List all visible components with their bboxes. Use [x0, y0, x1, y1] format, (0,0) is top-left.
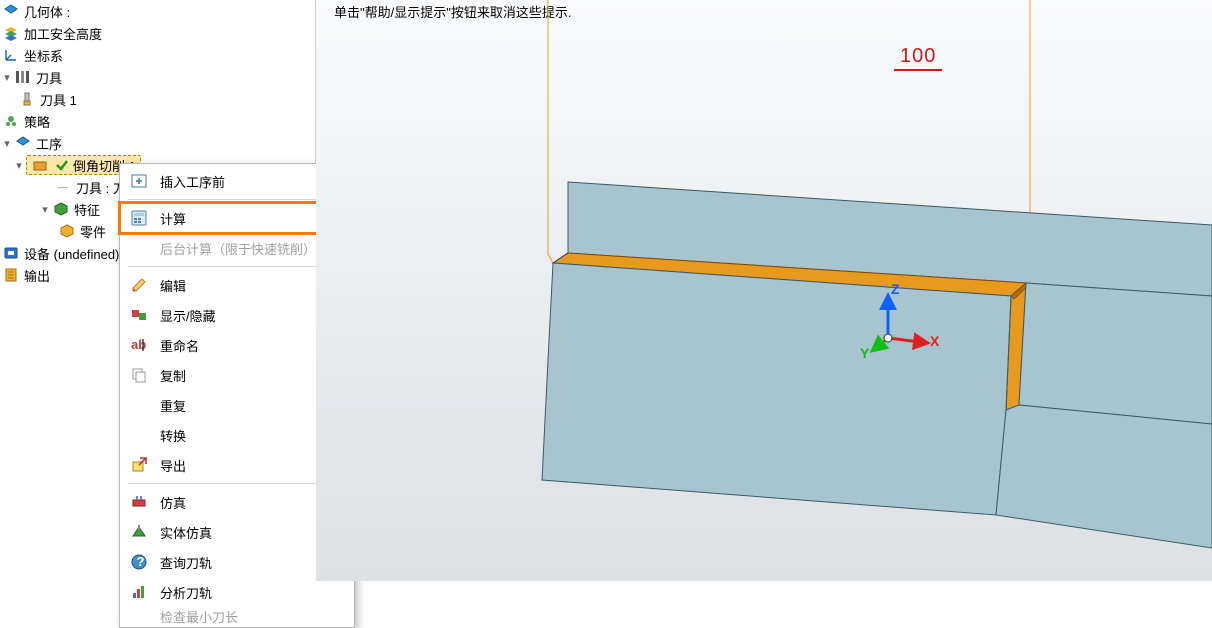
blank-icon: [128, 237, 150, 259]
menu-separator: [128, 199, 346, 200]
tree-tools[interactable]: ▾ 刀具: [0, 66, 315, 88]
svg-text:ab: ab: [131, 337, 146, 352]
csys-icon: [2, 46, 20, 64]
rename-icon: ab: [128, 334, 150, 356]
tree-strategy[interactable]: 策略: [0, 110, 315, 132]
tree-label: 刀具 1: [40, 90, 77, 109]
analyze-icon: [128, 581, 150, 603]
tree-label: 策略: [24, 112, 50, 131]
ctx-label: 查询刀轨: [160, 553, 212, 572]
part-icon: [58, 222, 76, 240]
export-icon: [128, 454, 150, 476]
tree-tool-1[interactable]: 刀具 1: [0, 88, 315, 110]
tree-csys[interactable]: 坐标系: [0, 44, 315, 66]
ctx-label: 显示/隐藏: [160, 306, 216, 325]
collapse-icon[interactable]: ▾: [12, 159, 26, 172]
collapse-icon[interactable]: ▾: [0, 71, 14, 84]
ctx-label: 实体仿真: [160, 523, 212, 542]
op-icon: [31, 156, 49, 174]
solid-sim-icon: [128, 521, 150, 543]
ctx-label: 转换: [160, 426, 186, 445]
ctx-label: 检查最小刀长: [160, 607, 238, 625]
tree-label: 零件: [80, 222, 106, 241]
ctx-label: 计算: [160, 209, 186, 228]
viewport-3d[interactable]: 单击"帮助/显示提示"按钮来取消这些提示. 100: [316, 0, 1212, 581]
ctx-label: 编辑: [160, 276, 186, 295]
device-icon: [2, 244, 20, 262]
tree-label: 设备 (undefined): [24, 244, 119, 263]
operations-icon: [14, 134, 32, 152]
tree-label: 工序: [36, 134, 62, 153]
menu-separator: [128, 483, 346, 484]
tree-label: 加工安全高度: [24, 24, 102, 43]
geometry-icon: [2, 2, 20, 20]
strategy-icon: [2, 112, 20, 130]
ctx-label: 分析刀轨: [160, 583, 212, 602]
compute-icon: [128, 207, 150, 229]
query-icon: ?: [128, 551, 150, 573]
ctx-label: 重命名: [160, 336, 199, 355]
tree-label: 输出: [24, 266, 50, 285]
tree-operations[interactable]: ▾ 工序: [0, 132, 315, 154]
copy-icon: [128, 364, 150, 386]
tool-icon: [18, 90, 36, 108]
visibility-icon: [128, 304, 150, 326]
menu-separator: [128, 266, 346, 267]
output-icon: [2, 266, 20, 284]
layers-icon: [2, 24, 20, 42]
leaf-dash-icon: —: [58, 182, 76, 193]
ctx-analyze-toolpath[interactable]: 分析刀轨: [120, 577, 354, 607]
blank-icon: [128, 394, 150, 416]
ctx-label: 复制: [160, 366, 186, 385]
blank-icon: [128, 607, 150, 625]
tools-icon: [14, 68, 32, 86]
insert-icon: [128, 170, 150, 192]
ctx-label: 后台计算（限于快速铣削）: [160, 239, 316, 258]
tree-label: 几何体 :: [24, 2, 70, 21]
edit-icon: [128, 274, 150, 296]
svg-text:?: ?: [137, 554, 145, 569]
collapse-icon[interactable]: ▾: [0, 137, 14, 150]
ctx-label: 重复: [160, 396, 186, 415]
part-model: [316, 0, 1212, 581]
blank-icon: [128, 424, 150, 446]
ctx-label: 插入工序前: [160, 172, 225, 191]
ctx-check-min: 检查最小刀长: [120, 607, 354, 625]
tree-label: 坐标系: [24, 46, 63, 65]
ctx-label: 仿真: [160, 493, 186, 512]
tree-safe-height[interactable]: 加工安全高度: [0, 22, 315, 44]
simulate-icon: [128, 491, 150, 513]
feature-icon: [52, 200, 70, 218]
check-icon: [53, 156, 71, 174]
ctx-label: 导出: [160, 456, 186, 475]
tree-label: 特征: [74, 200, 100, 219]
collapse-icon[interactable]: ▾: [38, 203, 52, 216]
tree-geometry[interactable]: 几何体 :: [0, 0, 315, 22]
tree-label: 刀具: [36, 68, 62, 87]
